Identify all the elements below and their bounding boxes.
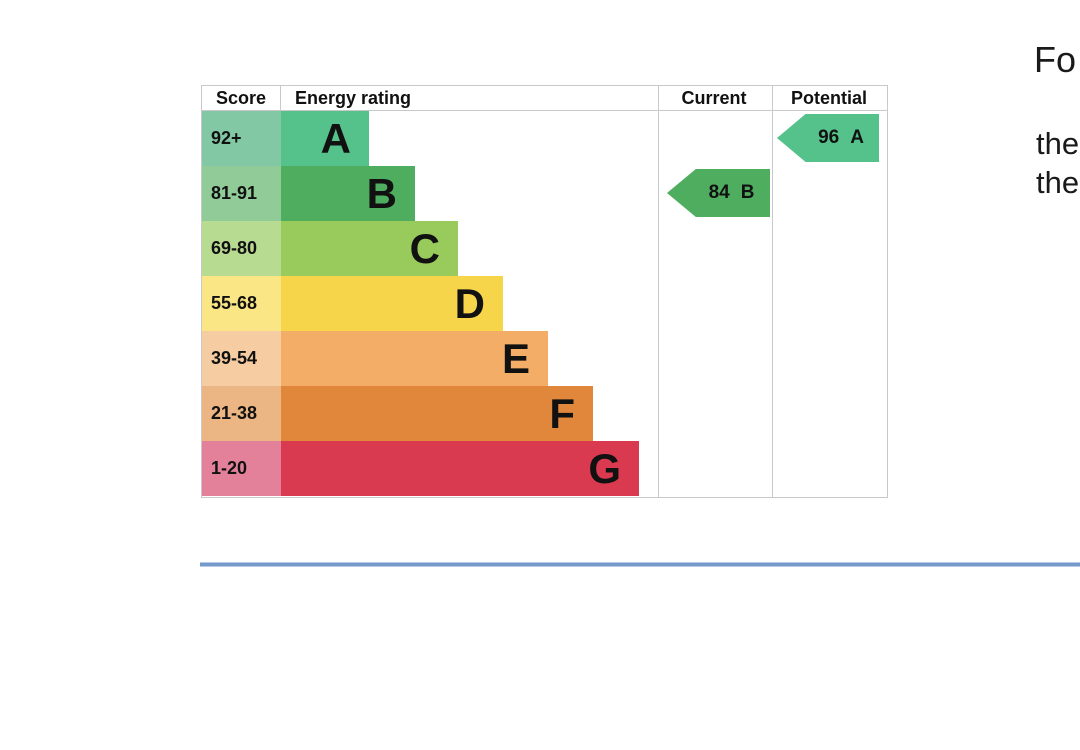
band-row-f: 21-38 F: [202, 386, 887, 441]
clipped-paragraph-text: the the: [1036, 124, 1079, 202]
score-range-b: 81-91: [202, 166, 281, 221]
score-range-a: 92+: [202, 111, 281, 166]
score-range-d: 55-68: [202, 276, 281, 331]
current-score-value: 84: [708, 182, 730, 203]
clipped-paragraph-line: the: [1036, 165, 1080, 200]
epc-band-rows: 92+ A 81-91 B 69-80 C 55-68 D 39-54 E 21-38 F 1-20 G: [202, 111, 887, 496]
band-row-g: 1-20 G: [202, 441, 887, 496]
band-row-b: 81-91 B: [202, 166, 887, 221]
score-range-c: 69-80: [202, 221, 281, 276]
band-row-a: 92+ A: [202, 111, 887, 166]
epc-header-row: Score Energy rating Current Potential: [202, 86, 887, 111]
score-column-header: Score: [202, 86, 281, 110]
band-bar-f: F: [281, 386, 593, 441]
potential-score-value: 96: [818, 127, 840, 148]
energy-rating-column-header: Energy rating: [295, 88, 412, 108]
score-range-g: 1-20: [202, 441, 281, 496]
section-divider-line: [200, 562, 1080, 567]
band-bar-a: A: [281, 111, 369, 166]
band-row-c: 69-80 C: [202, 221, 887, 276]
potential-column-divider: [772, 86, 773, 497]
potential-column-header: Potential: [790, 88, 867, 108]
score-range-f: 21-38: [202, 386, 281, 441]
current-band-letter: B: [740, 182, 755, 203]
band-bar-b: B: [281, 166, 415, 221]
epc-rating-chart: Score Energy rating Current Potential 92…: [201, 85, 888, 498]
current-column-divider: [658, 86, 659, 497]
potential-band-letter: A: [850, 127, 864, 148]
band-bar-g: G: [281, 441, 639, 496]
score-range-e: 39-54: [202, 331, 281, 386]
clipped-paragraph-line: the: [1036, 126, 1080, 161]
clipped-heading-text: Fo: [1034, 39, 1077, 80]
band-bar-c: C: [281, 221, 458, 276]
band-bar-e: E: [281, 331, 548, 386]
band-row-e: 39-54 E: [202, 331, 887, 386]
current-column-header: Current: [681, 88, 747, 108]
band-row-d: 55-68 D: [202, 276, 887, 331]
band-bar-d: D: [281, 276, 503, 331]
